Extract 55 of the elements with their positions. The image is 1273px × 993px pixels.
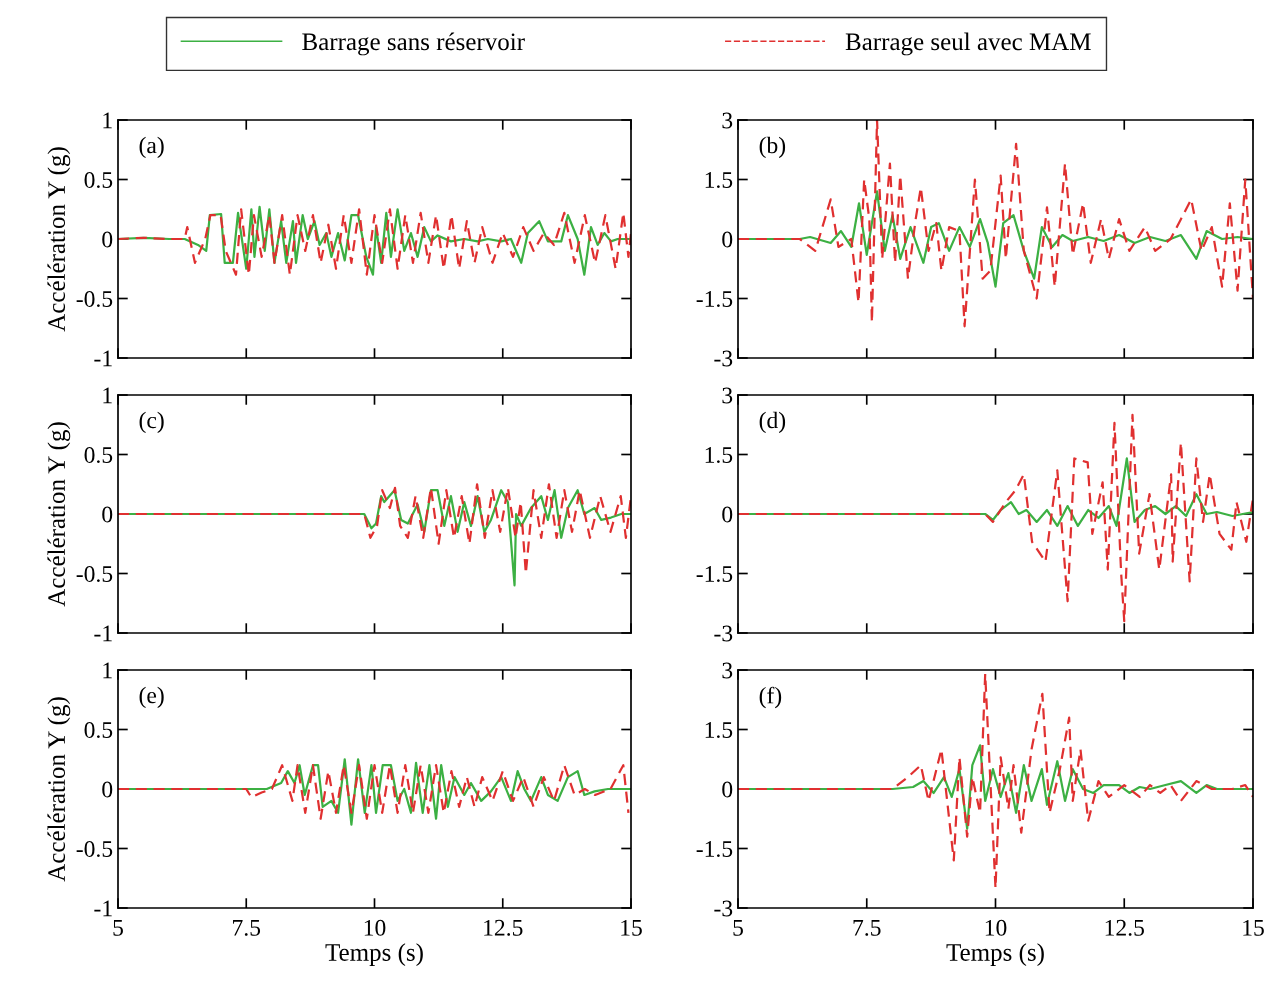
x-tick-label: 7.5: [233, 920, 261, 936]
y-tick-label: 0.5: [84, 446, 113, 464]
y-tick-label: 0.5: [84, 171, 113, 189]
y-tick-label: 3: [722, 662, 733, 679]
y-tick-label: 0: [722, 231, 733, 248]
line-series: [738, 413, 1253, 623]
y-tick-label: -1: [94, 350, 112, 367]
x-axis-title: Temps (s): [946, 943, 1044, 966]
y-tick-label: -1.5: [696, 291, 733, 308]
y-tick-label: -1: [94, 900, 112, 917]
y-tick-label: 1: [103, 387, 112, 404]
annotation: (e): [139, 686, 164, 709]
y-tick-label: 0: [722, 781, 733, 798]
y-tick-label: 0: [102, 781, 113, 798]
legend-label: Barrage seul avec MAM: [845, 32, 1091, 56]
y-tick-label: 0: [102, 231, 113, 248]
x-tick-label: 15: [1243, 919, 1264, 936]
x-tick-label: 15: [621, 919, 642, 936]
y-tick-label: -3: [714, 900, 733, 917]
y-tick-label: 1: [103, 662, 112, 679]
y-tick-label: -3: [714, 350, 733, 367]
x-tick-label: 10: [364, 919, 386, 936]
line-series: [118, 764, 630, 820]
x-tick-label: 5: [113, 920, 123, 936]
y-tick-label: -0.5: [76, 290, 113, 308]
y-tick-label: 1.5: [705, 172, 733, 189]
y-tick-label: 0.5: [84, 721, 113, 739]
y-tick-label: 3: [722, 112, 733, 129]
y-axis-title: Accélération Y (g): [47, 697, 71, 882]
y-tick-label: 0: [722, 506, 733, 523]
y-tick-label: -1: [94, 625, 112, 642]
x-tick-label: 7.5: [853, 920, 881, 936]
annotation: (b): [759, 136, 786, 159]
annotation: (f): [759, 686, 782, 709]
x-tick-label: 5: [733, 920, 743, 936]
y-tick-label: 0: [102, 506, 113, 523]
y-tick-label: 1: [103, 112, 112, 129]
y-tick-label: -3: [714, 625, 733, 642]
annotation: (a): [139, 136, 164, 159]
x-axis-title: Temps (s): [325, 943, 423, 966]
annotation: (d): [759, 411, 786, 434]
y-tick-label: -0.5: [76, 840, 113, 858]
y-tick-label: -1.5: [696, 566, 733, 583]
y-tick-label: -1.5: [696, 841, 733, 858]
y-tick-label: 3: [722, 387, 733, 404]
annotation: (c): [139, 411, 164, 434]
x-tick-label: 12.5: [1105, 919, 1144, 936]
y-tick-label: 1.5: [705, 722, 733, 739]
y-tick-label: 1.5: [705, 447, 733, 464]
y-axis-title: Accélération Y (g): [47, 147, 71, 332]
y-axis-title: Accélération Y (g): [47, 422, 71, 607]
y-tick-label: -0.5: [76, 565, 113, 583]
x-tick-label: 10: [985, 919, 1007, 936]
x-tick-label: 12.5: [484, 919, 523, 936]
legend-label: Barrage sans réservoir: [302, 32, 525, 56]
